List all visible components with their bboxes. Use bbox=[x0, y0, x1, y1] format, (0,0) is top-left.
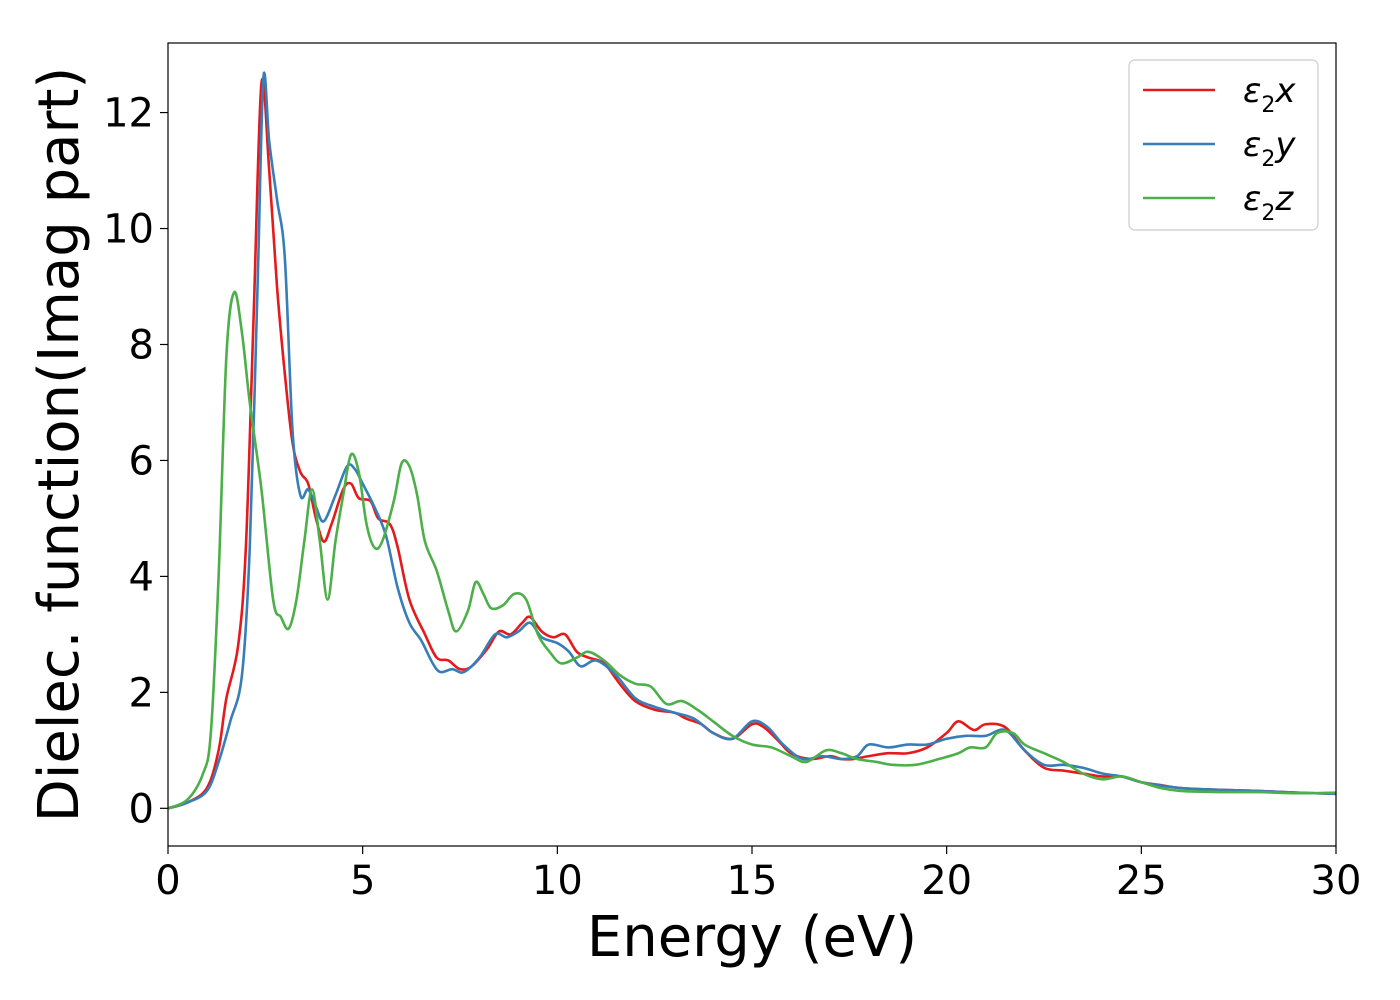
series-line-x bbox=[168, 77, 1336, 810]
y-tick-label: 4 bbox=[129, 554, 154, 600]
legend-label-tail: x bbox=[1274, 71, 1296, 111]
legend-label-subscript: 2 bbox=[1261, 147, 1275, 172]
x-tick-label: 20 bbox=[921, 858, 972, 904]
legend-box bbox=[1128, 59, 1319, 231]
axes: 0 5 10 15 20 25 30 0 2 4 6 8 10 12 bbox=[103, 91, 1361, 904]
legend-label-y: ε2y bbox=[1243, 125, 1296, 172]
legend-label-tail: z bbox=[1274, 179, 1294, 219]
x-tick-label: 15 bbox=[727, 858, 778, 904]
x-tick-label: 0 bbox=[155, 858, 180, 904]
x-tick-label: 30 bbox=[1311, 858, 1362, 904]
x-axis-label: Energy (eV) bbox=[587, 905, 917, 970]
y-tick-label: 8 bbox=[129, 322, 154, 368]
y-tick-label: 12 bbox=[103, 91, 154, 137]
legend-label-base: ε bbox=[1243, 179, 1261, 219]
y-tick-label: 10 bbox=[103, 207, 154, 253]
x-tick-label: 25 bbox=[1116, 858, 1167, 904]
legend-label-subscript: 2 bbox=[1261, 201, 1275, 226]
series-line-z bbox=[168, 290, 1336, 810]
plot-area bbox=[168, 71, 1336, 810]
y-tick-label: 6 bbox=[129, 438, 154, 484]
legend-label-x: ε2x bbox=[1243, 71, 1296, 118]
legend-label-z: ε2z bbox=[1243, 179, 1294, 226]
series-line-y bbox=[168, 71, 1336, 810]
legend-label-tail: y bbox=[1274, 125, 1296, 165]
legend-label-base: ε bbox=[1243, 71, 1261, 111]
y-tick-label: 2 bbox=[129, 670, 154, 716]
legend-label-base: ε bbox=[1243, 125, 1261, 165]
y-axis-label: Dielec. function(Imag part) bbox=[27, 67, 92, 823]
x-tick-label: 10 bbox=[532, 858, 583, 904]
legend-label-subscript: 2 bbox=[1261, 93, 1275, 118]
y-tick-label: 0 bbox=[129, 786, 154, 832]
x-tick-label: 5 bbox=[350, 858, 375, 904]
